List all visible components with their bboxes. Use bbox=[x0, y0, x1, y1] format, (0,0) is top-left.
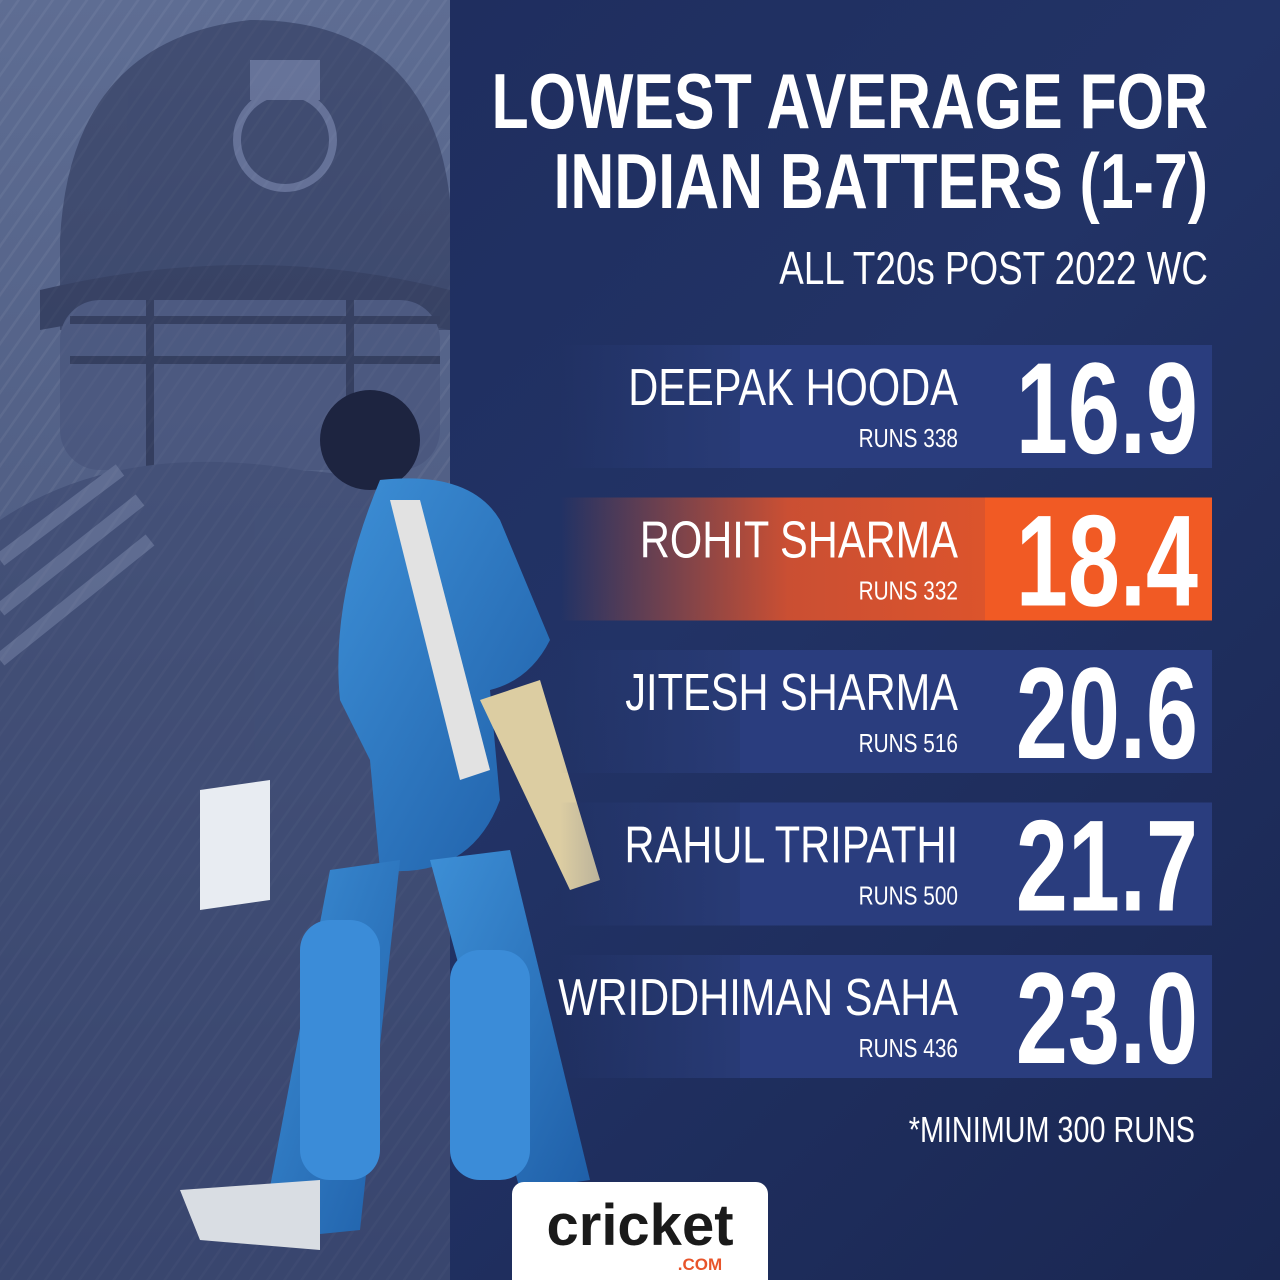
logo-text: cricket bbox=[546, 1193, 733, 1258]
player-average: 16.9 bbox=[1016, 336, 1198, 482]
player-name: DEEPAK HOODA bbox=[628, 358, 958, 417]
title-line: INDIAN BATTERS (1-7) bbox=[553, 138, 1208, 225]
player-runs: RUNS 338 bbox=[859, 424, 958, 453]
row-panel bbox=[740, 802, 1212, 926]
logo-card bbox=[512, 1182, 768, 1280]
row-panel bbox=[740, 650, 1212, 773]
row-panel bbox=[740, 345, 1212, 468]
player-runs: RUNS 436 bbox=[859, 1034, 958, 1063]
player-name: ROHIT SHARMA bbox=[640, 510, 959, 569]
logo-suffix: .COM bbox=[678, 1255, 722, 1274]
subtitle: ALL T20s POST 2022 WC bbox=[779, 242, 1208, 294]
player-average: 21.7 bbox=[1016, 793, 1198, 939]
player-name: WRIDDHIMAN SAHA bbox=[558, 968, 958, 1027]
row-panel bbox=[740, 955, 1212, 1078]
footnote: *MINIMUM 300 RUNS bbox=[909, 1109, 1195, 1150]
player-name: RAHUL TRIPATHI bbox=[624, 815, 958, 874]
player-average: 18.4 bbox=[1016, 488, 1198, 634]
player-runs: RUNS 516 bbox=[859, 729, 958, 758]
row-panel bbox=[985, 497, 1212, 621]
player-runs: RUNS 500 bbox=[859, 881, 958, 910]
player-average: 23.0 bbox=[1016, 946, 1198, 1092]
player-name: JITESH SHARMA bbox=[625, 663, 958, 722]
title-line: LOWEST AVERAGE FOR bbox=[492, 58, 1208, 145]
player-average: 20.6 bbox=[1016, 641, 1198, 787]
player-runs: RUNS 332 bbox=[859, 576, 958, 605]
player-figure bbox=[180, 390, 600, 1250]
